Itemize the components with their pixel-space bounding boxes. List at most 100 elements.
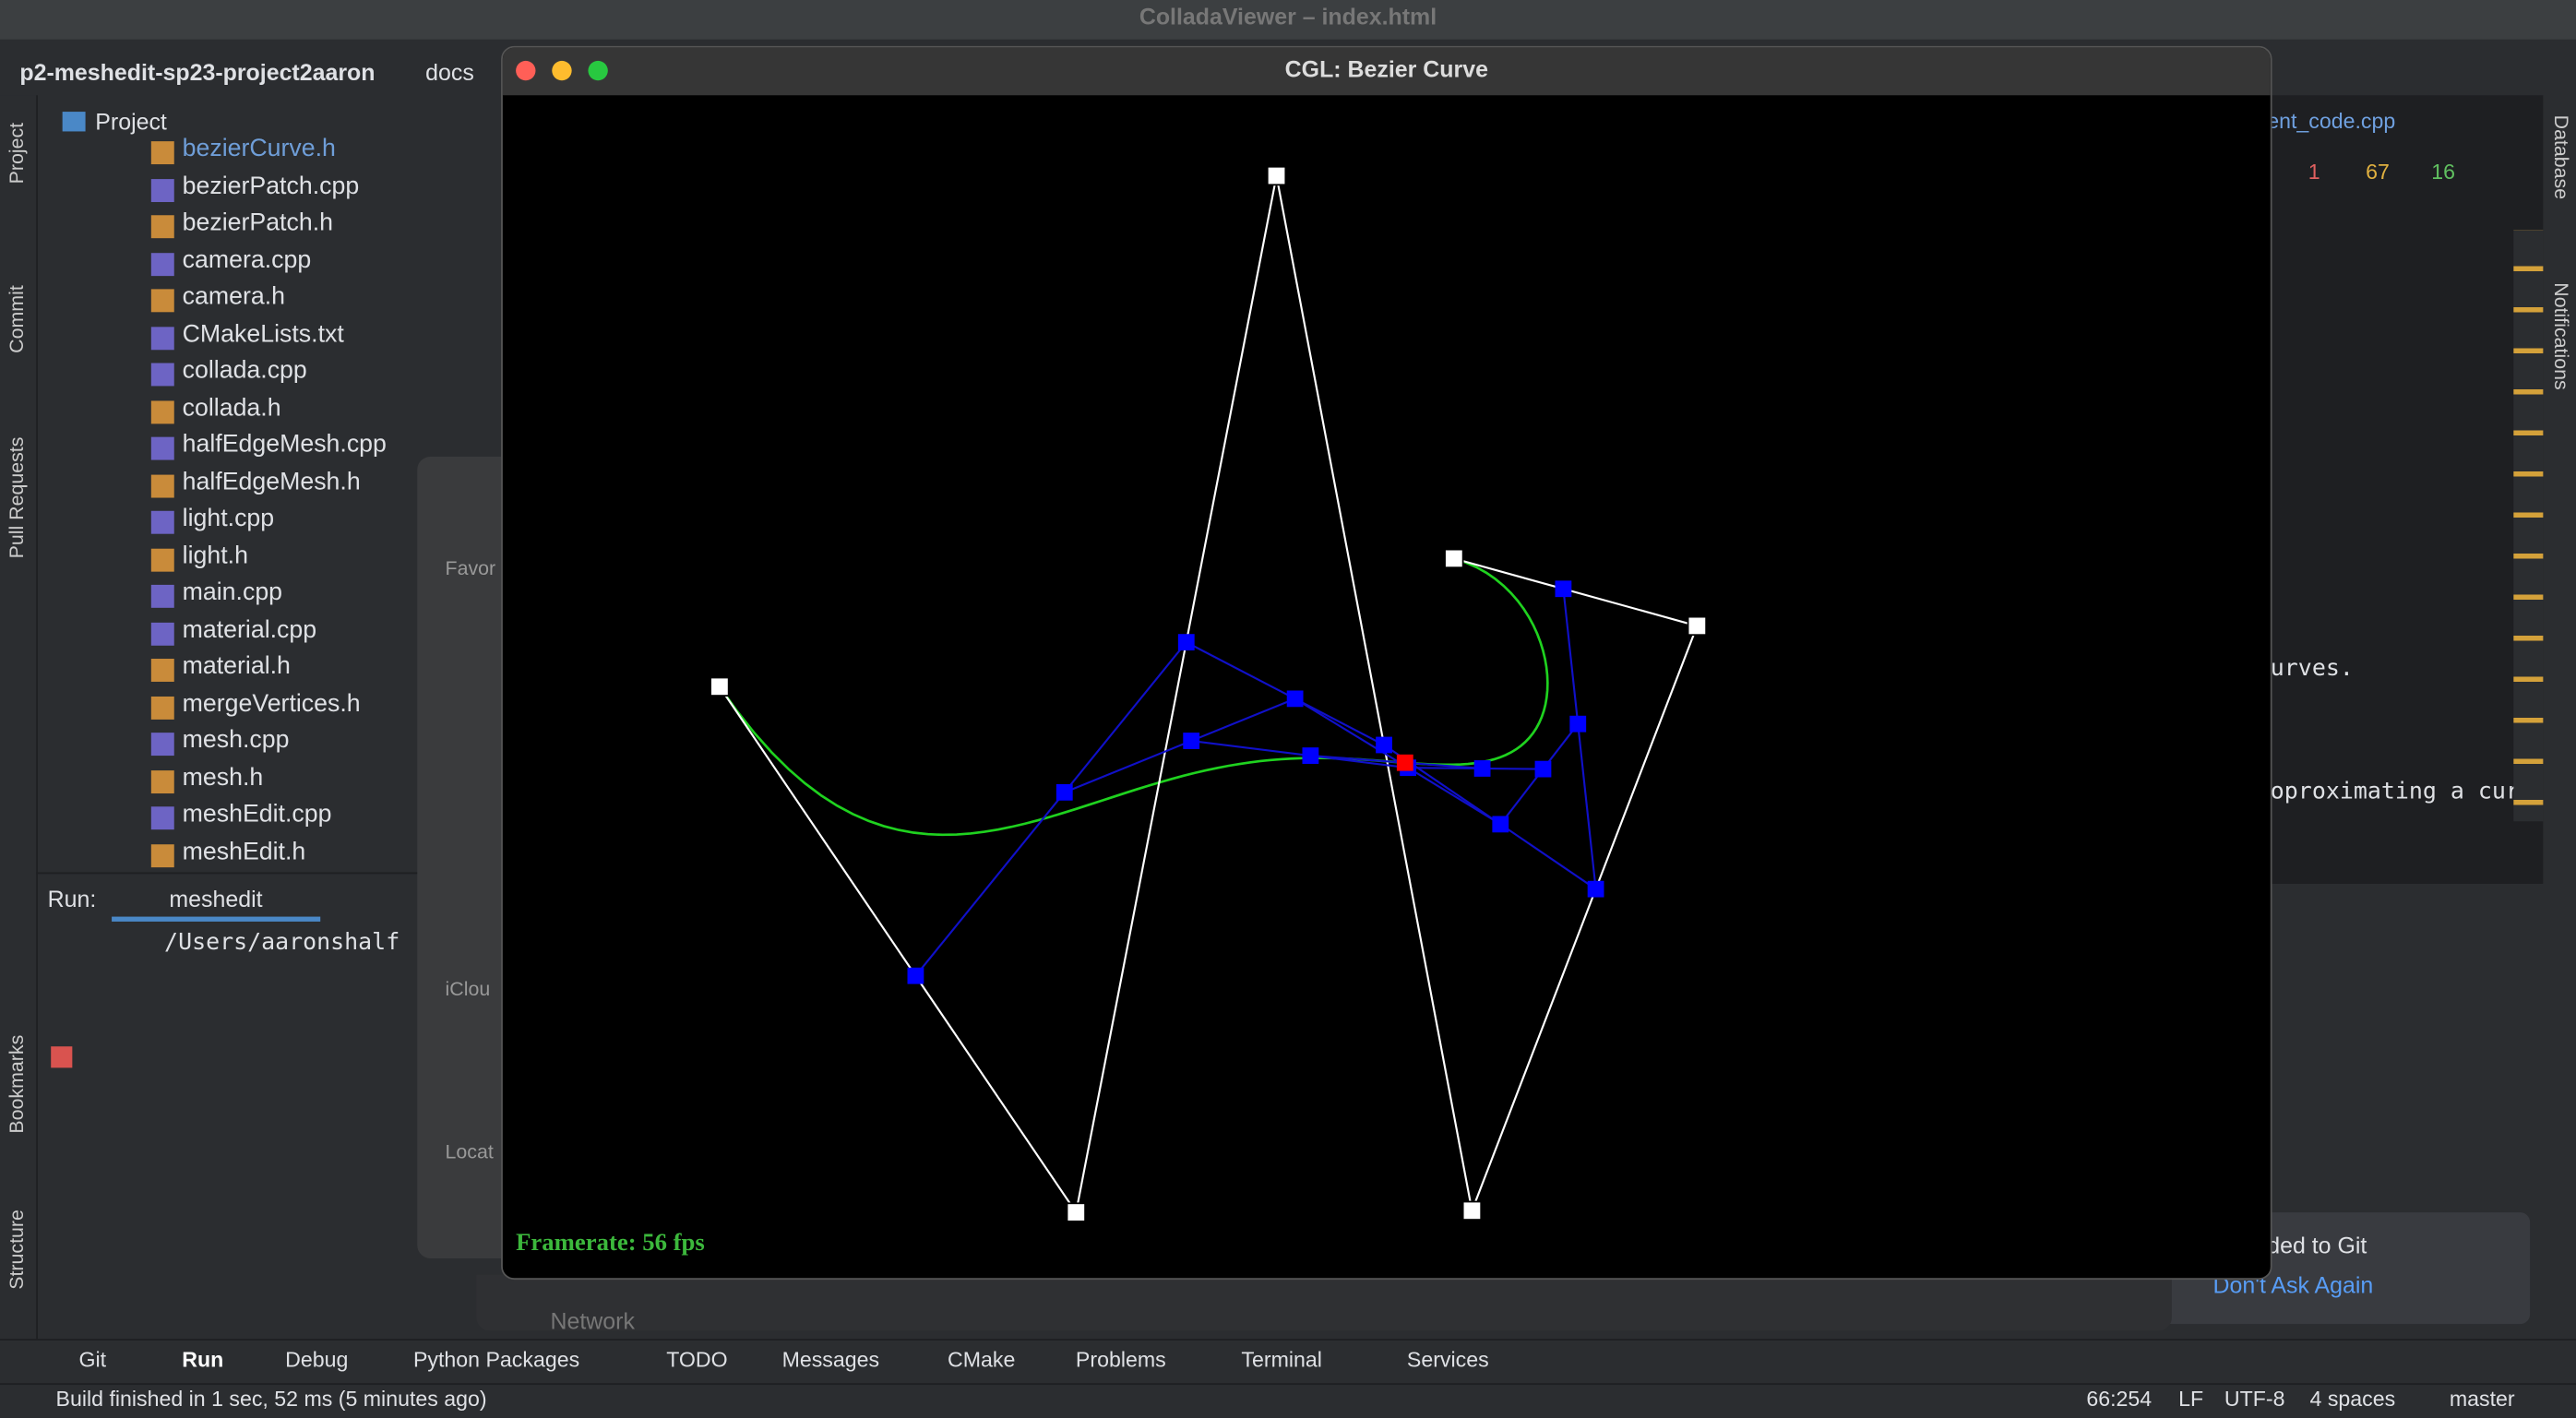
file-name[interactable]: mergeVertices.h bbox=[182, 688, 361, 718]
file-icon bbox=[150, 843, 174, 867]
viewer-title: CGL: Bezier Curve bbox=[1284, 55, 1488, 83]
file-icon bbox=[150, 806, 174, 830]
tool-tab[interactable]: Terminal bbox=[1241, 1347, 1322, 1372]
file-icon bbox=[150, 399, 174, 423]
intermediate-point bbox=[1055, 783, 1073, 801]
file-name[interactable]: bezierPatch.cpp bbox=[182, 172, 360, 200]
run-output: /Users/aaronshalf bbox=[164, 929, 400, 957]
file-icon bbox=[150, 252, 174, 276]
file-icon bbox=[150, 547, 174, 571]
bezier-canvas[interactable] bbox=[503, 95, 2271, 1278]
finder-window bbox=[417, 457, 517, 1258]
file-name[interactable]: collada.cpp bbox=[182, 356, 307, 385]
intermediate-polygon bbox=[1064, 697, 1580, 826]
file-name[interactable]: light.cpp bbox=[182, 504, 275, 532]
file-name[interactable]: camera.h bbox=[182, 282, 285, 311]
status-item[interactable]: 66:254 bbox=[2086, 1386, 2153, 1412]
file-name[interactable]: main.cpp bbox=[182, 578, 283, 607]
run-label: Run: bbox=[47, 885, 97, 912]
breadcrumb[interactable]: p2-meshedit-sp23-project2aaron bbox=[19, 59, 376, 86]
file-icon bbox=[150, 584, 174, 608]
intermediate-point bbox=[1492, 816, 1509, 833]
stop-button[interactable] bbox=[51, 1046, 73, 1068]
editor bbox=[2267, 95, 2544, 884]
file-name[interactable]: bezierPatch.h bbox=[182, 209, 333, 237]
side-tab[interactable]: Bookmarks bbox=[5, 1034, 29, 1134]
file-name[interactable]: CMakeLists.txt bbox=[182, 319, 344, 348]
intermediate-point bbox=[1302, 747, 1319, 764]
finder-section: Locat bbox=[445, 1139, 494, 1163]
finder-bottom bbox=[476, 1274, 2172, 1331]
zoom-button[interactable] bbox=[588, 60, 608, 81]
side-tab[interactable]: Commit bbox=[5, 285, 29, 353]
file-name[interactable]: halfEdgeMesh.h bbox=[182, 467, 361, 495]
breadcrumb[interactable]: docs bbox=[425, 59, 474, 86]
project-icon bbox=[62, 112, 86, 132]
minimize-button[interactable] bbox=[552, 60, 572, 81]
side-tab[interactable]: Pull Requests bbox=[5, 436, 29, 559]
file-name[interactable]: halfEdgeMesh.cpp bbox=[182, 430, 387, 459]
side-tab[interactable]: Structure bbox=[5, 1209, 29, 1290]
file-name[interactable]: material.cpp bbox=[182, 614, 317, 644]
error-count[interactable]: 1 bbox=[2308, 159, 2320, 185]
file-name[interactable]: light.h bbox=[182, 541, 248, 569]
file-name[interactable]: meshEdit.h bbox=[182, 837, 306, 865]
tool-tab[interactable]: CMake bbox=[948, 1347, 1016, 1372]
file-icon bbox=[150, 215, 174, 239]
tool-tab[interactable]: Python Packages bbox=[412, 1347, 580, 1372]
status-item[interactable]: master bbox=[2449, 1386, 2515, 1412]
project-label[interactable]: Project bbox=[95, 108, 167, 136]
tool-tab[interactable]: Services bbox=[1406, 1347, 1489, 1372]
status-item[interactable]: UTF-8 bbox=[2224, 1386, 2285, 1412]
file-name[interactable]: meshEdit.cpp bbox=[182, 800, 332, 828]
file-name[interactable]: camera.cpp bbox=[182, 245, 312, 274]
finder-section: Favor bbox=[445, 556, 496, 580]
file-icon bbox=[150, 436, 174, 460]
tool-bar bbox=[0, 1339, 2576, 1386]
editor-tab[interactable]: ent_code.cpp bbox=[2267, 108, 2396, 134]
title-bar bbox=[0, 0, 2576, 40]
file-icon bbox=[150, 178, 174, 202]
file-name[interactable]: material.h bbox=[182, 651, 291, 681]
tool-tab[interactable]: Run bbox=[182, 1347, 224, 1372]
intermediate-point bbox=[1376, 736, 1392, 754]
file-name[interactable]: collada.h bbox=[182, 393, 281, 422]
file-icon bbox=[150, 141, 174, 165]
tab-underline bbox=[112, 916, 321, 922]
control-point bbox=[1066, 1202, 1086, 1222]
close-button[interactable] bbox=[516, 60, 536, 81]
intermediate-point bbox=[907, 967, 924, 984]
file-name[interactable]: bezierCurve.h bbox=[182, 135, 336, 163]
code-line: oproximating a curv bbox=[2270, 779, 2534, 805]
run-tab[interactable]: meshedit bbox=[169, 885, 263, 912]
tool-tab[interactable]: Git bbox=[78, 1347, 107, 1372]
file-icon bbox=[150, 659, 174, 682]
finder-network[interactable]: Network bbox=[550, 1307, 635, 1334]
side-tab[interactable]: Database bbox=[2549, 114, 2573, 200]
file-icon bbox=[150, 510, 174, 534]
code-line: urves. bbox=[2270, 655, 2354, 682]
file-name[interactable]: mesh.cpp bbox=[182, 726, 290, 755]
ok-count[interactable]: 16 bbox=[2431, 159, 2456, 185]
tool-tab[interactable]: Problems bbox=[1075, 1347, 1166, 1372]
intermediate-point bbox=[1587, 880, 1604, 898]
file-icon bbox=[150, 363, 174, 387]
file-icon bbox=[150, 769, 174, 793]
tool-tab[interactable]: TODO bbox=[666, 1347, 728, 1372]
side-tab[interactable]: Project bbox=[5, 122, 29, 185]
status-item[interactable]: 4 spaces bbox=[2309, 1386, 2396, 1412]
bezier-curve bbox=[718, 557, 1549, 837]
file-icon bbox=[150, 733, 174, 757]
side-tab[interactable]: Notifications bbox=[2549, 282, 2573, 390]
intermediate-point bbox=[1286, 690, 1304, 708]
tool-tab[interactable]: Debug bbox=[285, 1347, 349, 1372]
window-title: ColladaViewer – index.html bbox=[1139, 3, 1437, 30]
viewer-titlebar bbox=[502, 47, 2271, 96]
file-name[interactable]: mesh.h bbox=[182, 763, 264, 792]
tool-tab[interactable]: Messages bbox=[781, 1347, 880, 1372]
warning-count[interactable]: 67 bbox=[2366, 159, 2390, 185]
status-item[interactable]: LF bbox=[2178, 1386, 2204, 1412]
file-icon bbox=[150, 473, 174, 497]
